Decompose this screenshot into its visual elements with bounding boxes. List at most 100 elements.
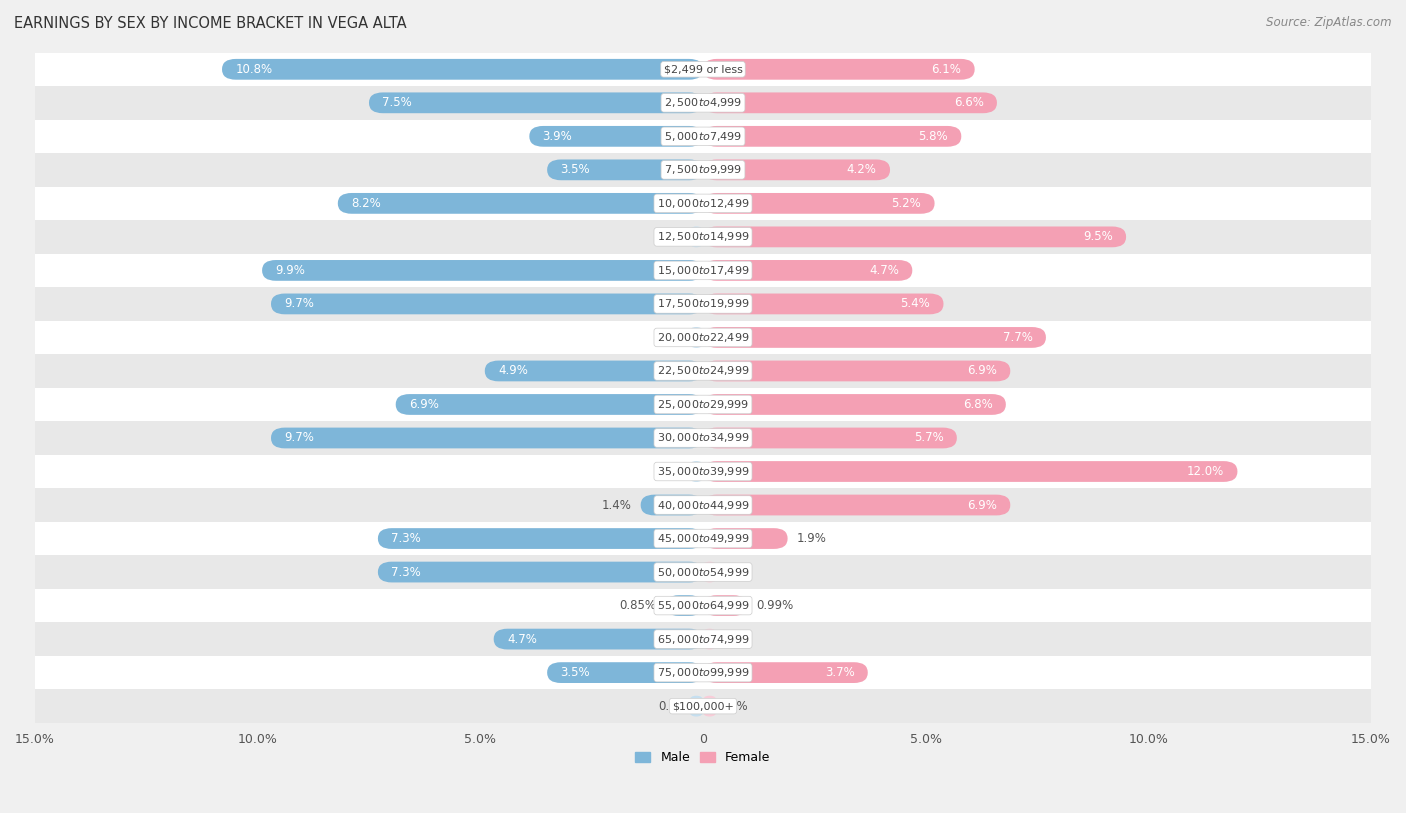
Text: 0.0%: 0.0% xyxy=(658,700,688,713)
Text: 3.9%: 3.9% xyxy=(543,130,572,143)
Text: 0.0%: 0.0% xyxy=(718,700,748,713)
Text: $5,000 to $7,499: $5,000 to $7,499 xyxy=(664,130,742,143)
Text: Source: ZipAtlas.com: Source: ZipAtlas.com xyxy=(1267,16,1392,29)
Text: $65,000 to $74,999: $65,000 to $74,999 xyxy=(657,633,749,646)
FancyBboxPatch shape xyxy=(485,361,703,381)
Text: $7,500 to $9,999: $7,500 to $9,999 xyxy=(664,163,742,176)
Text: 4.2%: 4.2% xyxy=(846,163,877,176)
FancyBboxPatch shape xyxy=(703,394,1005,415)
Text: 9.7%: 9.7% xyxy=(284,298,314,311)
Legend: Male, Female: Male, Female xyxy=(630,746,776,769)
Text: 1.9%: 1.9% xyxy=(797,532,827,545)
FancyBboxPatch shape xyxy=(703,260,912,280)
Text: $40,000 to $44,999: $40,000 to $44,999 xyxy=(657,498,749,511)
Text: $10,000 to $12,499: $10,000 to $12,499 xyxy=(657,197,749,210)
FancyBboxPatch shape xyxy=(641,494,703,515)
Bar xyxy=(35,555,1371,589)
Bar xyxy=(35,388,1371,421)
Bar xyxy=(35,421,1371,454)
Text: 8.2%: 8.2% xyxy=(352,197,381,210)
Text: 6.1%: 6.1% xyxy=(931,63,962,76)
FancyBboxPatch shape xyxy=(703,227,1126,247)
Text: 7.3%: 7.3% xyxy=(391,532,420,545)
Text: 0.0%: 0.0% xyxy=(718,633,748,646)
Text: 5.2%: 5.2% xyxy=(891,197,921,210)
FancyBboxPatch shape xyxy=(529,126,703,146)
Bar xyxy=(35,622,1371,656)
FancyBboxPatch shape xyxy=(703,327,1046,348)
Bar xyxy=(35,656,1371,689)
Text: 7.7%: 7.7% xyxy=(1002,331,1032,344)
FancyBboxPatch shape xyxy=(703,59,974,80)
FancyBboxPatch shape xyxy=(703,293,943,315)
Text: $30,000 to $34,999: $30,000 to $34,999 xyxy=(657,432,749,445)
FancyBboxPatch shape xyxy=(703,528,787,549)
Bar xyxy=(35,120,1371,153)
Bar xyxy=(35,320,1371,354)
Text: 4.9%: 4.9% xyxy=(498,364,529,377)
Bar xyxy=(35,220,1371,254)
Text: 4.7%: 4.7% xyxy=(869,264,898,277)
Bar xyxy=(35,187,1371,220)
Bar xyxy=(35,689,1371,723)
FancyBboxPatch shape xyxy=(703,461,1237,482)
FancyBboxPatch shape xyxy=(665,595,703,616)
FancyBboxPatch shape xyxy=(689,227,703,247)
FancyBboxPatch shape xyxy=(689,461,703,482)
Bar xyxy=(35,287,1371,320)
Text: 0.0%: 0.0% xyxy=(658,465,688,478)
FancyBboxPatch shape xyxy=(368,93,703,113)
FancyBboxPatch shape xyxy=(337,193,703,214)
Text: 9.5%: 9.5% xyxy=(1083,230,1112,243)
FancyBboxPatch shape xyxy=(222,59,703,80)
Bar xyxy=(35,354,1371,388)
Text: 6.8%: 6.8% xyxy=(963,398,993,411)
FancyBboxPatch shape xyxy=(689,696,703,716)
Bar xyxy=(35,522,1371,555)
Text: 7.5%: 7.5% xyxy=(382,96,412,109)
Text: 4.7%: 4.7% xyxy=(508,633,537,646)
Text: 5.7%: 5.7% xyxy=(914,432,943,445)
FancyBboxPatch shape xyxy=(703,159,890,180)
FancyBboxPatch shape xyxy=(271,428,703,449)
Text: $25,000 to $29,999: $25,000 to $29,999 xyxy=(657,398,749,411)
Text: $45,000 to $49,999: $45,000 to $49,999 xyxy=(657,532,749,545)
FancyBboxPatch shape xyxy=(703,663,868,683)
Text: 0.0%: 0.0% xyxy=(718,566,748,579)
Text: $15,000 to $17,499: $15,000 to $17,499 xyxy=(657,264,749,277)
Text: 5.4%: 5.4% xyxy=(900,298,931,311)
Text: 0.85%: 0.85% xyxy=(619,599,657,612)
Text: 0.99%: 0.99% xyxy=(756,599,793,612)
Text: 6.9%: 6.9% xyxy=(409,398,439,411)
Text: 5.8%: 5.8% xyxy=(918,130,948,143)
Text: $20,000 to $22,499: $20,000 to $22,499 xyxy=(657,331,749,344)
Text: 6.6%: 6.6% xyxy=(953,96,984,109)
Text: $55,000 to $64,999: $55,000 to $64,999 xyxy=(657,599,749,612)
Text: 6.9%: 6.9% xyxy=(967,498,997,511)
FancyBboxPatch shape xyxy=(262,260,703,280)
Text: 0.0%: 0.0% xyxy=(658,230,688,243)
Text: $12,500 to $14,999: $12,500 to $14,999 xyxy=(657,230,749,243)
Bar xyxy=(35,254,1371,287)
Text: 7.3%: 7.3% xyxy=(391,566,420,579)
Text: $17,500 to $19,999: $17,500 to $19,999 xyxy=(657,298,749,311)
FancyBboxPatch shape xyxy=(494,628,703,650)
Bar xyxy=(35,53,1371,86)
Text: $50,000 to $54,999: $50,000 to $54,999 xyxy=(657,566,749,579)
Text: $35,000 to $39,999: $35,000 to $39,999 xyxy=(657,465,749,478)
FancyBboxPatch shape xyxy=(378,528,703,549)
Bar xyxy=(35,86,1371,120)
FancyBboxPatch shape xyxy=(703,628,717,650)
FancyBboxPatch shape xyxy=(703,93,997,113)
FancyBboxPatch shape xyxy=(703,361,1011,381)
Bar xyxy=(35,489,1371,522)
Text: $100,000+: $100,000+ xyxy=(672,701,734,711)
FancyBboxPatch shape xyxy=(547,663,703,683)
Text: 1.4%: 1.4% xyxy=(602,498,631,511)
Text: $2,500 to $4,999: $2,500 to $4,999 xyxy=(664,96,742,109)
Text: 10.8%: 10.8% xyxy=(235,63,273,76)
FancyBboxPatch shape xyxy=(547,159,703,180)
Text: $75,000 to $99,999: $75,000 to $99,999 xyxy=(657,666,749,679)
Text: 9.7%: 9.7% xyxy=(284,432,314,445)
FancyBboxPatch shape xyxy=(703,126,962,146)
